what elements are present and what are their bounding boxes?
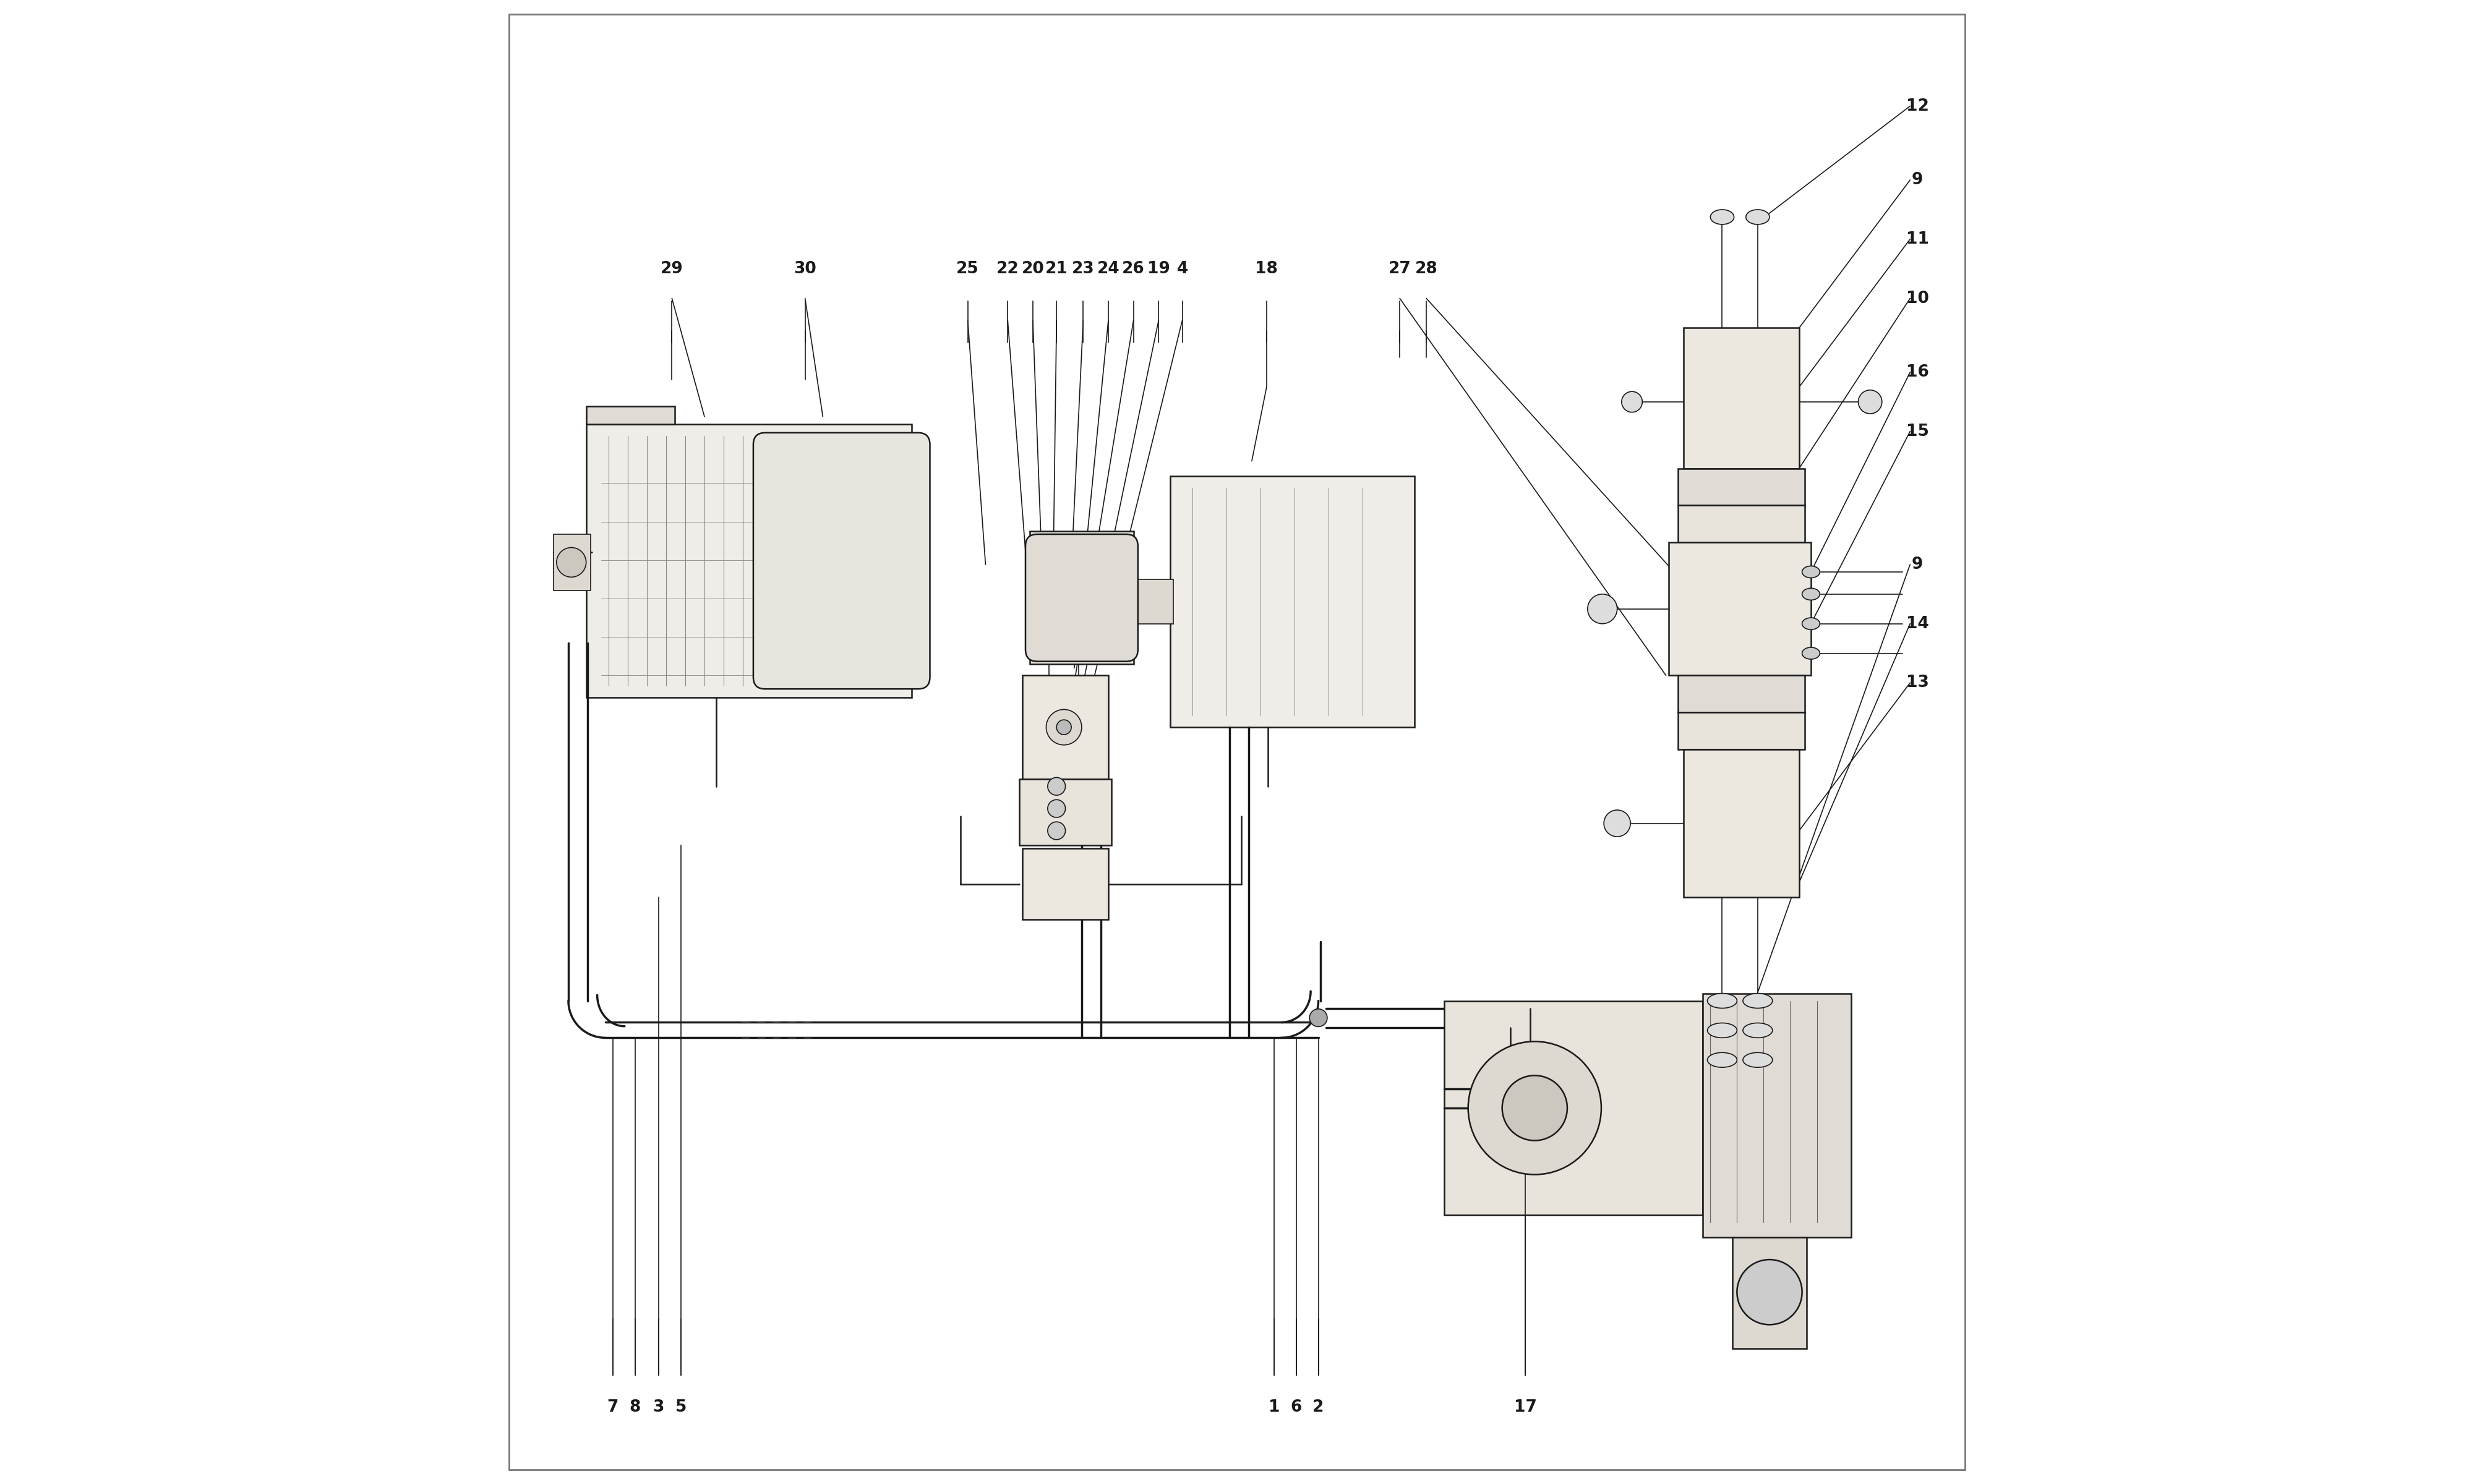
Ellipse shape [1047, 822, 1066, 840]
Bar [1670, 542, 1811, 675]
Bar [1019, 779, 1111, 846]
Text: 16: 16 [1905, 364, 1930, 380]
Ellipse shape [1742, 1022, 1771, 1037]
Bar [1677, 506, 1806, 542]
Ellipse shape [557, 548, 586, 577]
FancyBboxPatch shape [752, 433, 930, 689]
Ellipse shape [1801, 588, 1821, 600]
Ellipse shape [1801, 565, 1821, 577]
Bar [1022, 675, 1108, 779]
Bar [586, 407, 675, 424]
Ellipse shape [1603, 810, 1630, 837]
Text: 9: 9 [1912, 556, 1922, 573]
Ellipse shape [1707, 1052, 1737, 1067]
Bar [554, 534, 591, 591]
Text: 18: 18 [1254, 261, 1279, 278]
Text: 20: 20 [1022, 261, 1044, 278]
Text: 25: 25 [957, 261, 980, 278]
Bar [1029, 531, 1133, 665]
Bar [1170, 476, 1415, 727]
Ellipse shape [1467, 1042, 1601, 1174]
Ellipse shape [1309, 1009, 1326, 1027]
Ellipse shape [1047, 800, 1066, 818]
Text: 30: 30 [794, 261, 816, 278]
Bar [1685, 749, 1799, 898]
Ellipse shape [1707, 1022, 1737, 1037]
Bar [1685, 328, 1799, 469]
Text: 3: 3 [653, 1399, 666, 1416]
Text: 11: 11 [1905, 232, 1930, 248]
Text: 22: 22 [997, 261, 1019, 278]
Ellipse shape [1069, 610, 1089, 631]
Ellipse shape [1056, 720, 1071, 735]
Bar [1677, 675, 1806, 712]
Ellipse shape [1502, 1076, 1566, 1141]
Bar [1702, 993, 1851, 1238]
Bar [1022, 849, 1108, 920]
Bar [1128, 579, 1173, 623]
Text: 17: 17 [1514, 1399, 1536, 1416]
Text: 21: 21 [1044, 261, 1069, 278]
Ellipse shape [1039, 610, 1059, 631]
Ellipse shape [1620, 392, 1643, 413]
Text: 10: 10 [1905, 291, 1930, 306]
Ellipse shape [1588, 594, 1618, 623]
Text: 1: 1 [1269, 1399, 1279, 1416]
Text: 28: 28 [1415, 261, 1437, 278]
Text: 7: 7 [606, 1399, 618, 1416]
Text: 15: 15 [1905, 423, 1930, 439]
Bar [1445, 1000, 1702, 1215]
Text: 5: 5 [675, 1399, 685, 1416]
Ellipse shape [1858, 390, 1883, 414]
Ellipse shape [1801, 647, 1821, 659]
Text: 13: 13 [1905, 675, 1930, 692]
Ellipse shape [1707, 993, 1737, 1008]
Text: 4: 4 [1178, 261, 1188, 278]
Ellipse shape [1742, 1052, 1771, 1067]
Text: 12: 12 [1905, 98, 1930, 114]
Ellipse shape [1737, 1260, 1801, 1325]
Text: 14: 14 [1905, 616, 1930, 632]
Ellipse shape [1801, 617, 1821, 629]
Ellipse shape [1747, 209, 1769, 224]
Ellipse shape [1047, 709, 1081, 745]
Text: 19: 19 [1148, 261, 1170, 278]
Bar [1677, 712, 1806, 749]
Text: 23: 23 [1071, 261, 1094, 278]
Text: 24: 24 [1096, 261, 1121, 278]
Bar [1677, 469, 1806, 506]
Bar [586, 424, 910, 697]
Ellipse shape [1710, 209, 1734, 224]
Text: 26: 26 [1123, 261, 1145, 278]
Ellipse shape [1047, 778, 1066, 795]
Text: 9: 9 [1912, 172, 1922, 188]
Text: 2: 2 [1314, 1399, 1324, 1416]
Text: 6: 6 [1291, 1399, 1301, 1416]
Text: 8: 8 [628, 1399, 641, 1416]
Ellipse shape [1742, 993, 1771, 1008]
Bar [1732, 1238, 1806, 1349]
Text: 29: 29 [661, 261, 683, 278]
FancyBboxPatch shape [1024, 534, 1138, 662]
Text: 27: 27 [1388, 261, 1410, 278]
